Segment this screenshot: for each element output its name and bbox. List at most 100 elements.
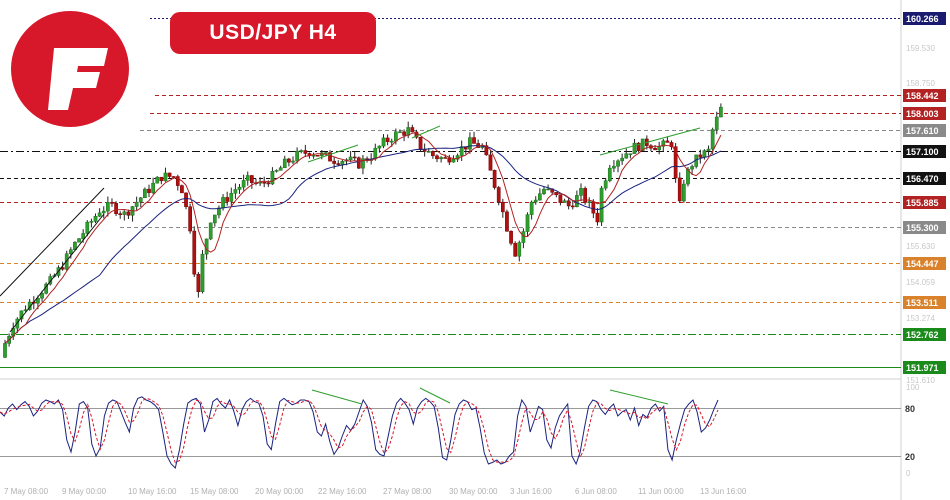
candle-body [287, 158, 291, 163]
candle-body [505, 211, 509, 232]
candle-body [332, 160, 336, 164]
candle-body [628, 153, 633, 155]
x-tick-label: 13 Jun 16:00 [700, 487, 747, 496]
candle-body [640, 138, 645, 151]
candle-body [192, 230, 197, 275]
candle-body [513, 243, 518, 257]
candle-body [472, 137, 476, 144]
candle-body [468, 137, 472, 150]
divergence-trendline [599, 127, 701, 156]
candle-body [270, 171, 275, 185]
candle-body [328, 152, 332, 162]
candle-body [212, 214, 217, 224]
candle-body [155, 176, 160, 184]
candle-body [538, 193, 542, 201]
candle-body [352, 156, 357, 159]
candle-body [208, 222, 213, 240]
x-tick-label: 15 May 08:00 [190, 487, 239, 496]
level-label-box [903, 296, 946, 309]
candle-body [612, 165, 616, 169]
level-label-box [903, 12, 946, 25]
candle-body [398, 131, 402, 134]
moving-average-line [4, 132, 722, 344]
candle-body [529, 201, 534, 215]
candle-body [591, 201, 596, 214]
candle-body [525, 214, 530, 232]
candle-body [579, 188, 583, 196]
candle-body [447, 157, 452, 163]
level-label-box [903, 107, 946, 120]
candle-body [509, 231, 513, 244]
moving-average-line [4, 145, 722, 344]
candle-body [118, 213, 123, 215]
x-tick-label: 20 May 00:00 [255, 487, 304, 496]
candle-body [418, 137, 423, 150]
candle-body [171, 176, 176, 178]
candle-body [373, 147, 378, 160]
candle-body [443, 157, 448, 159]
candle-body [546, 188, 550, 191]
divergence-trendline [307, 144, 359, 163]
level-label: 152.762 [906, 330, 939, 340]
candle-body [435, 155, 439, 160]
brand-logo [10, 10, 132, 128]
candle-body [101, 210, 106, 214]
candle-body [426, 151, 431, 153]
candle-body [698, 154, 703, 158]
candle-body [138, 197, 143, 203]
candle-body [163, 172, 168, 182]
candle-body [624, 153, 629, 159]
candle-body [620, 157, 624, 162]
candle-body [110, 202, 114, 204]
candle-body [702, 150, 707, 158]
candle-body [340, 160, 345, 165]
candle-body [587, 201, 592, 203]
level-label-box [903, 172, 946, 185]
candle-body [241, 180, 246, 188]
candle-body [653, 147, 657, 151]
candle-body [459, 146, 464, 156]
oscillator-divergence-line [311, 389, 363, 405]
candle-body [225, 197, 230, 202]
candle-body [200, 253, 205, 292]
candle-body [686, 168, 690, 185]
candle-body [517, 242, 522, 257]
candle-body [583, 188, 587, 203]
candle-body [665, 140, 670, 143]
candle-body [97, 212, 102, 217]
candle-body [682, 183, 686, 202]
x-tick-label: 22 May 16:00 [318, 487, 367, 496]
candle-body [431, 151, 435, 157]
candle-body [93, 215, 98, 222]
faint-price-tick: 154.059 [906, 278, 935, 287]
level-label-box [903, 196, 946, 209]
x-tick-label: 6 Jun 08:00 [575, 487, 617, 496]
candle-body [114, 203, 118, 214]
candle-body [36, 297, 40, 304]
candle-body [394, 131, 398, 142]
candle-body [40, 293, 44, 299]
x-tick-label: 11 Jun 00:00 [638, 487, 684, 496]
candle-body [385, 137, 390, 142]
candle-body [595, 212, 600, 223]
candle-body [562, 200, 567, 203]
candle-body [147, 188, 151, 193]
candle-body [295, 150, 299, 162]
candle-body [106, 202, 110, 212]
candle-body [180, 185, 184, 194]
level-label-box [903, 124, 946, 137]
candle-body [603, 180, 608, 189]
x-tick-label: 10 May 16:00 [128, 487, 177, 496]
candle-body [377, 145, 382, 149]
candle-body [348, 156, 353, 160]
stochastic-signal-line [0, 397, 719, 464]
candle-body [122, 211, 127, 215]
level-label: 151.971 [906, 363, 939, 373]
level-label-box [903, 145, 946, 158]
x-tick-label: 3 Jun 16:00 [510, 487, 552, 496]
candle-body [188, 206, 192, 232]
candle-body [233, 189, 238, 194]
candle-body [315, 154, 320, 157]
level-label: 153.511 [906, 298, 938, 308]
